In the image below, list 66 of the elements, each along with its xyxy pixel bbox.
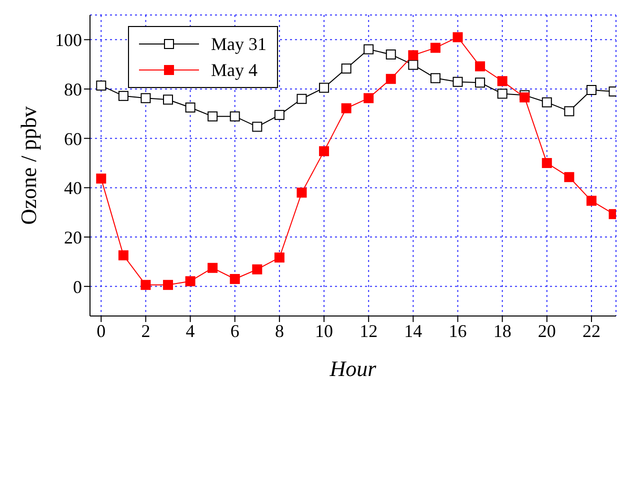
x-tick-label: 20 bbox=[538, 320, 556, 341]
point bbox=[497, 76, 508, 86]
point bbox=[230, 274, 240, 284]
point bbox=[452, 76, 463, 87]
x-tick-label: 22 bbox=[582, 320, 600, 341]
x-tick-label: 12 bbox=[360, 320, 378, 341]
y-tick-label: 40 bbox=[64, 178, 82, 198]
point bbox=[296, 94, 307, 104]
point bbox=[319, 82, 330, 93]
point bbox=[364, 93, 374, 104]
point bbox=[564, 106, 574, 116]
point bbox=[341, 103, 352, 114]
legend-label: May 31 bbox=[211, 34, 266, 54]
point bbox=[296, 188, 307, 198]
x-tick-label: 2 bbox=[141, 320, 150, 341]
point bbox=[364, 44, 374, 54]
y-axis-title: Ozone / ppbv bbox=[16, 106, 41, 225]
x-tick-label: 18 bbox=[493, 320, 512, 341]
legend-label: May 4 bbox=[211, 60, 258, 80]
x-tick-label: 6 bbox=[230, 320, 240, 341]
point bbox=[163, 94, 174, 105]
point bbox=[185, 276, 196, 286]
x-tick-label: 16 bbox=[448, 320, 467, 341]
point bbox=[564, 172, 574, 182]
point bbox=[230, 111, 240, 122]
point bbox=[274, 110, 284, 120]
x-tick-label: 10 bbox=[315, 320, 334, 341]
point bbox=[408, 60, 418, 70]
point bbox=[185, 102, 196, 113]
point bbox=[163, 280, 174, 290]
y-tick-label: 80 bbox=[64, 79, 82, 100]
point bbox=[386, 49, 396, 60]
x-tick-label: 4 bbox=[186, 320, 195, 341]
point bbox=[252, 264, 262, 274]
point bbox=[208, 262, 218, 273]
point bbox=[386, 74, 396, 84]
point bbox=[497, 88, 508, 99]
y-tick-label: 100 bbox=[55, 30, 82, 50]
point bbox=[542, 97, 552, 108]
point bbox=[475, 61, 486, 72]
point bbox=[252, 122, 262, 132]
point bbox=[430, 73, 440, 84]
point bbox=[408, 50, 418, 60]
y-tick-label: 20 bbox=[64, 227, 82, 248]
point bbox=[341, 64, 352, 74]
point bbox=[118, 90, 128, 101]
x-tick-label: 14 bbox=[404, 320, 422, 341]
point bbox=[274, 252, 284, 263]
y-tick-label: 60 bbox=[64, 128, 82, 149]
point bbox=[319, 146, 330, 156]
x-tick-label: 8 bbox=[274, 320, 284, 341]
x-axis-title: Hour bbox=[328, 356, 377, 381]
point bbox=[96, 174, 106, 184]
point bbox=[586, 85, 596, 96]
point bbox=[542, 158, 552, 168]
y-tick-label: 0 bbox=[73, 276, 82, 297]
point bbox=[586, 196, 596, 206]
x-tick-label: 0 bbox=[96, 320, 106, 341]
point bbox=[118, 250, 128, 260]
point bbox=[430, 42, 440, 53]
point bbox=[475, 78, 486, 88]
point bbox=[140, 280, 151, 290]
point bbox=[452, 32, 463, 42]
point bbox=[96, 80, 106, 91]
point bbox=[208, 111, 218, 122]
point bbox=[140, 93, 151, 104]
